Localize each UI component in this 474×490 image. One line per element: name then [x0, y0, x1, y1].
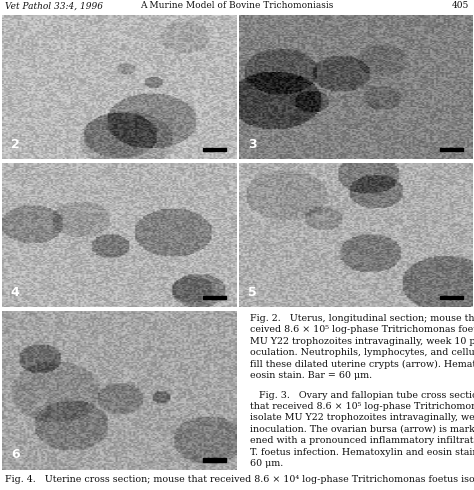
Text: Fig. 4.   Uterine cross section; mouse that received 8.6 × 10⁴ log-phase Tritric: Fig. 4. Uterine cross section; mouse tha…	[5, 475, 474, 484]
Text: A Murine Model of Bovine Trichomoniasis: A Murine Model of Bovine Trichomoniasis	[140, 1, 334, 10]
Text: Fig. 3.   Ovary and fallopian tube cross section; mouse
that received 8.6 × 10⁵ : Fig. 3. Ovary and fallopian tube cross s…	[250, 391, 474, 468]
Text: 6: 6	[11, 448, 19, 461]
Bar	[440, 296, 463, 299]
Bar	[203, 458, 226, 462]
Text: 5: 5	[248, 286, 256, 299]
Text: 3: 3	[248, 138, 256, 151]
Text: 405: 405	[452, 1, 469, 10]
Text: Fig. 2.   Uterus, longitudinal section; mouse that re-
ceived 8.6 × 10⁵ log-phas: Fig. 2. Uterus, longitudinal section; mo…	[250, 314, 474, 380]
Text: 4: 4	[11, 286, 19, 299]
Bar	[440, 148, 463, 151]
Bar	[203, 148, 226, 151]
Bar	[203, 296, 226, 299]
Text: 2: 2	[11, 138, 19, 151]
Text: Vet Pathol 33:4, 1996: Vet Pathol 33:4, 1996	[5, 1, 103, 10]
